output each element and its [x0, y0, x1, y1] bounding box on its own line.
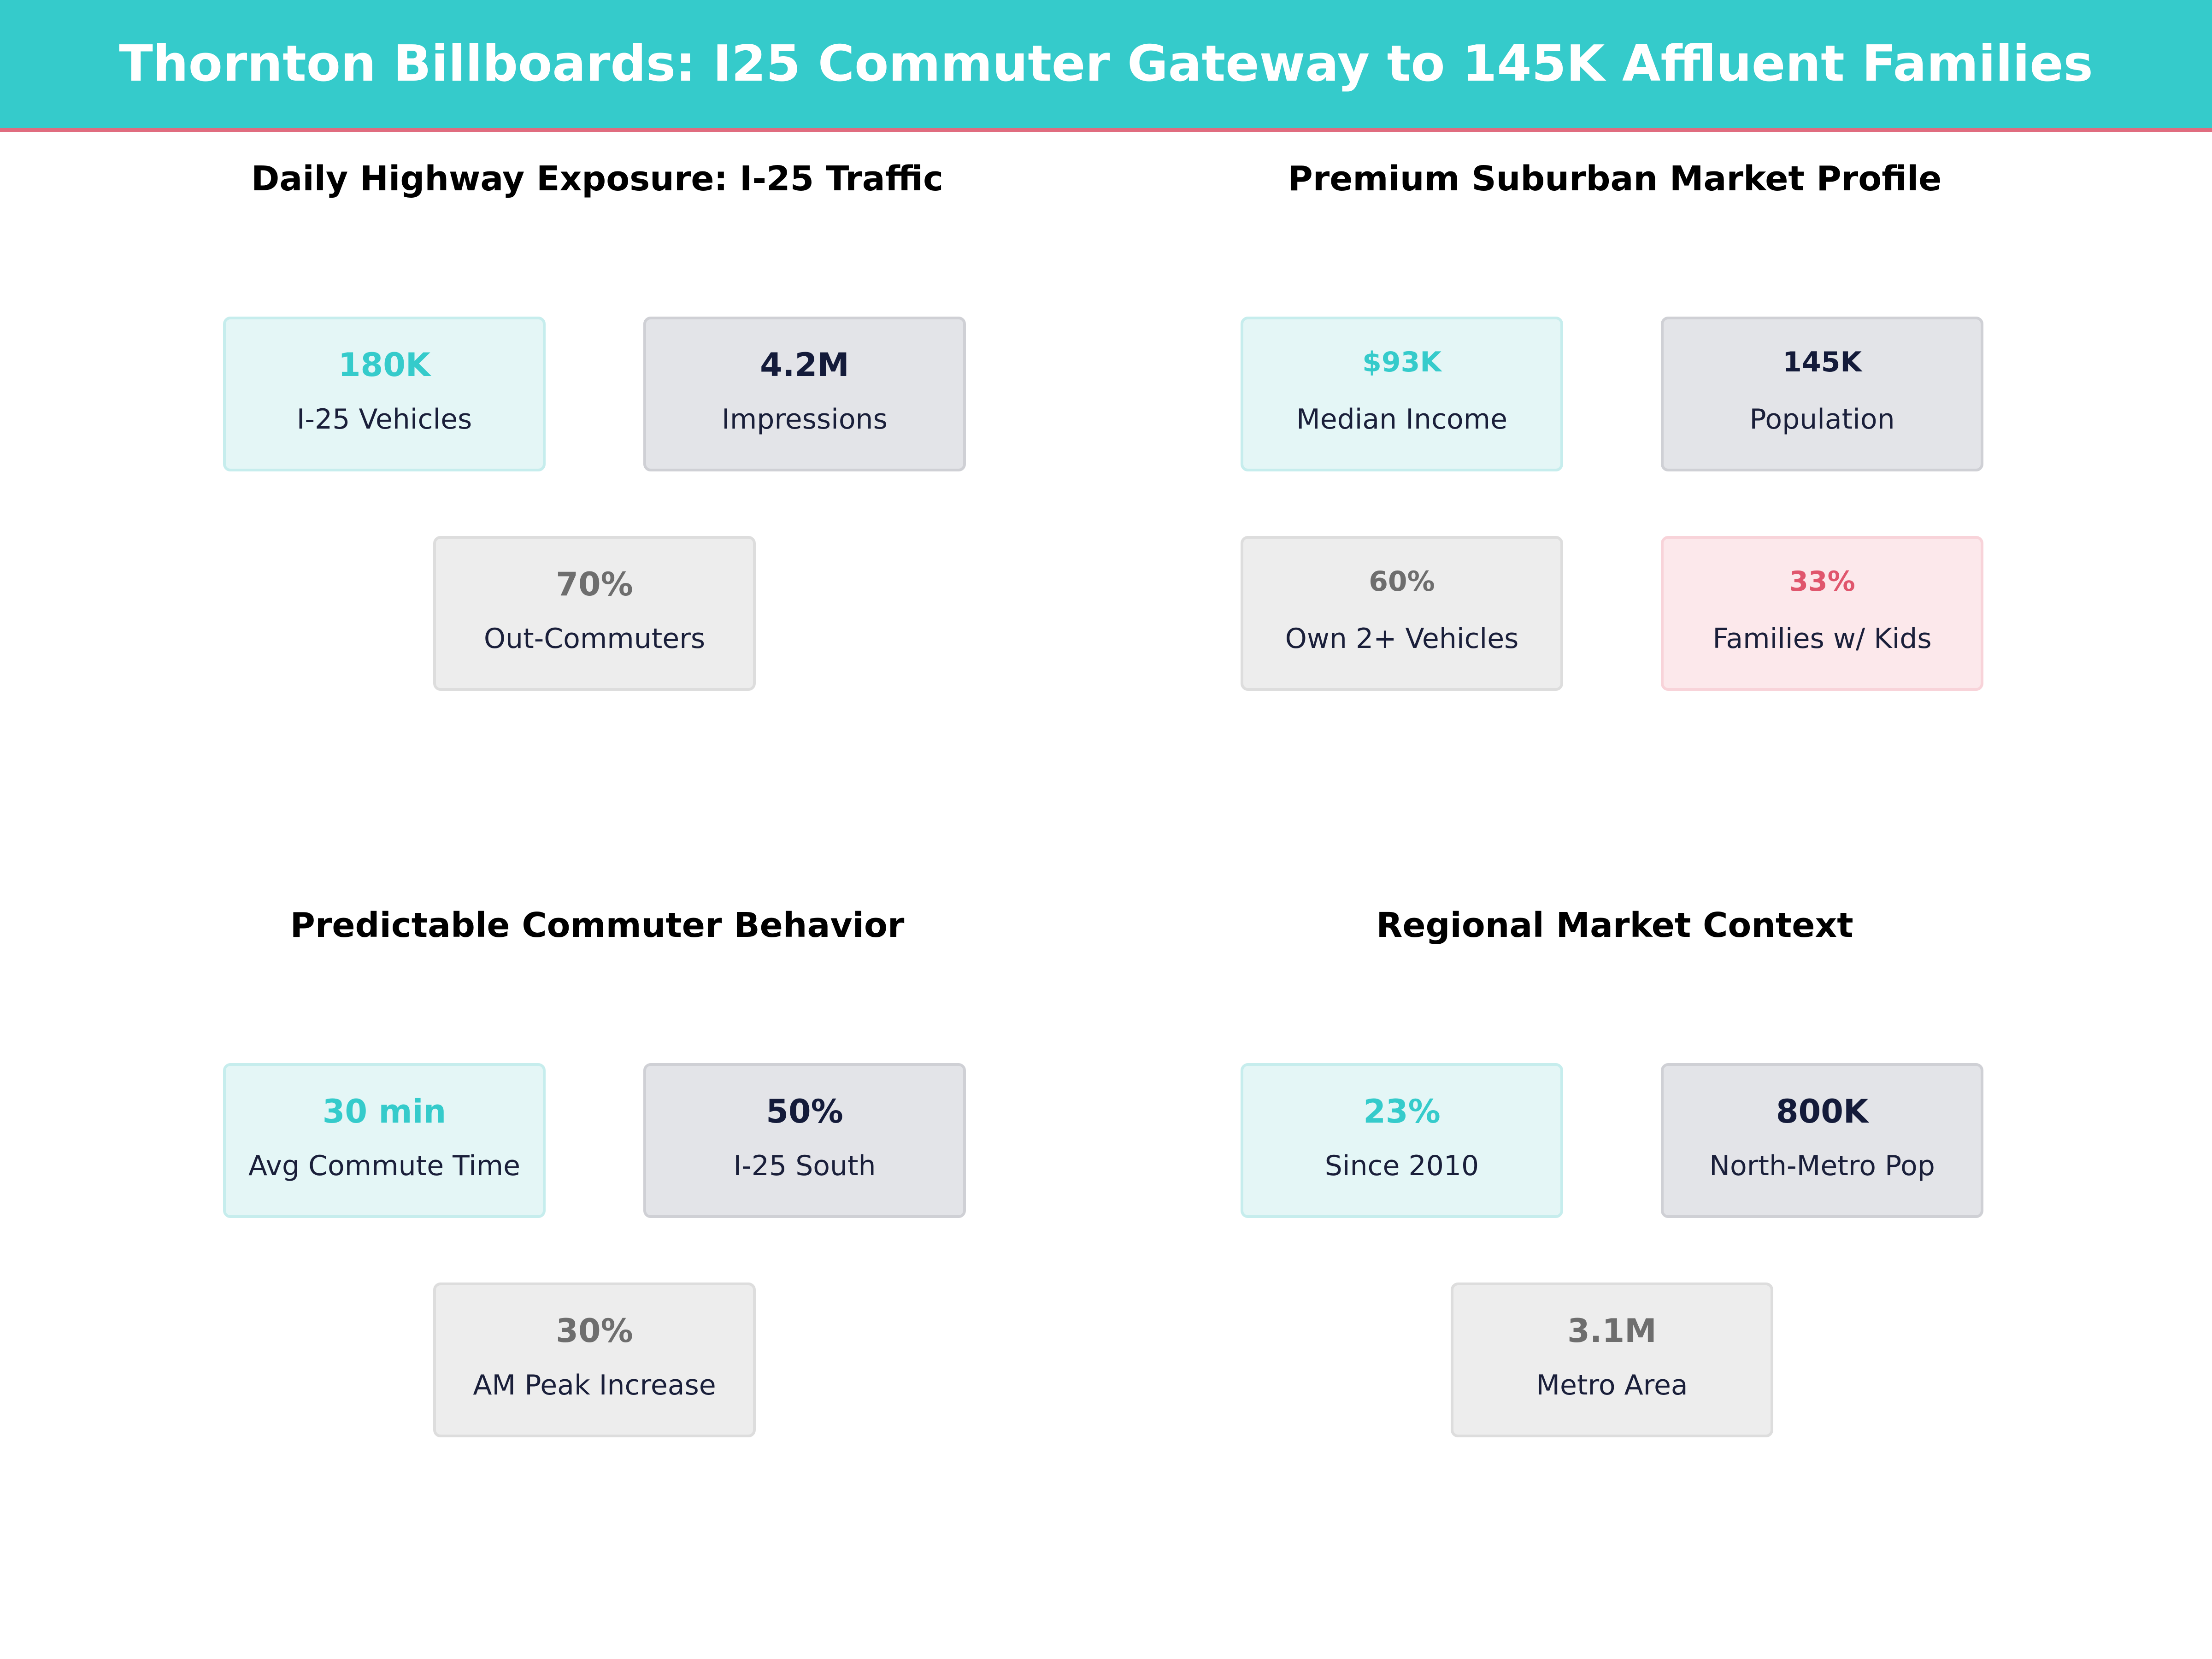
- stat-value: 50%: [766, 1093, 843, 1130]
- stat-value: 30 min: [322, 1093, 447, 1130]
- stat-label: Families w/ Kids: [1712, 623, 1932, 655]
- stat-value: 800K: [1776, 1093, 1869, 1130]
- stat-value: 180K: [338, 346, 431, 384]
- stat-label: Avg Commute Time: [248, 1150, 521, 1182]
- stat-label: Impressions: [722, 403, 888, 435]
- stat-card-north-metro-pop: 800K North-Metro Pop: [1661, 1063, 1983, 1218]
- stat-card-am-peak: 30% AM Peak Increase: [433, 1282, 756, 1437]
- stat-card-median-income: $93K Median Income: [1241, 317, 1563, 471]
- stat-card-families-kids: 33% Families w/ Kids: [1661, 536, 1983, 691]
- stat-label: Since 2010: [1324, 1150, 1479, 1182]
- stat-value: 23%: [1363, 1093, 1441, 1130]
- stat-value: 33%: [1789, 565, 1855, 598]
- behavior-panel-title: Predictable Commuter Behavior: [290, 906, 905, 945]
- stat-label: Own 2+ Vehicles: [1285, 623, 1519, 655]
- stat-label: Median Income: [1296, 403, 1508, 435]
- stat-card-own-vehicles: 60% Own 2+ Vehicles: [1241, 536, 1563, 691]
- regional-panel-title: Regional Market Context: [1376, 906, 1853, 945]
- stat-label: Population: [1749, 403, 1895, 435]
- stat-value: $93K: [1362, 346, 1441, 378]
- stat-value: 4.2M: [760, 346, 849, 384]
- stat-card-i25-vehicles: 180K I-25 Vehicles: [223, 317, 546, 471]
- stat-value: 3.1M: [1567, 1312, 1657, 1350]
- stat-card-population: 145K Population: [1661, 317, 1983, 471]
- stat-card-impressions: 4.2M Impressions: [643, 317, 966, 471]
- stat-label: I-25 South: [733, 1150, 876, 1182]
- stat-value: 70%: [556, 565, 633, 603]
- stat-value: 145K: [1783, 346, 1862, 378]
- stat-label: Metro Area: [1536, 1369, 1688, 1401]
- stat-label: AM Peak Increase: [473, 1369, 716, 1401]
- stat-card-out-commuters: 70% Out-Commuters: [433, 536, 756, 691]
- page-title: Thornton Billboards: I25 Commuter Gatewa…: [119, 35, 2093, 93]
- stat-card-avg-commute: 30 min Avg Commute Time: [223, 1063, 546, 1218]
- stat-label: North-Metro Pop: [1709, 1150, 1935, 1182]
- stat-label: I-25 Vehicles: [296, 403, 472, 435]
- stat-value: 30%: [556, 1312, 633, 1350]
- traffic-panel-title: Daily Highway Exposure: I-25 Traffic: [251, 159, 944, 199]
- stat-card-i25-south: 50% I-25 South: [643, 1063, 966, 1218]
- stat-card-metro-area: 3.1M Metro Area: [1451, 1282, 1773, 1437]
- market-panel-title: Premium Suburban Market Profile: [1288, 159, 1942, 199]
- stat-card-since-2010: 23% Since 2010: [1241, 1063, 1563, 1218]
- stat-value: 60%: [1369, 565, 1435, 598]
- header-banner: Thornton Billboards: I25 Commuter Gatewa…: [0, 0, 2212, 132]
- stat-label: Out-Commuters: [483, 623, 706, 655]
